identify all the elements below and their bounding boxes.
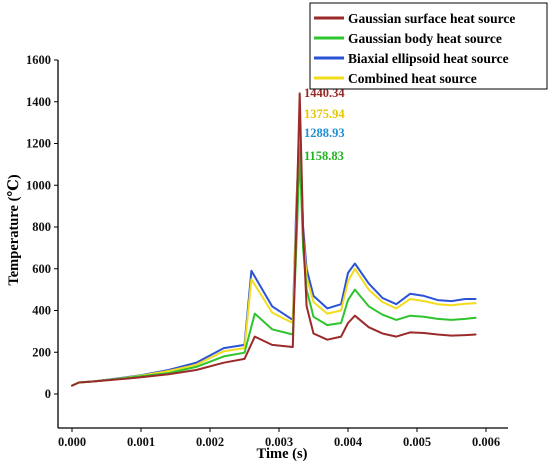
x-tick-label: 0.003: [265, 435, 293, 449]
y-tick-label: 0: [45, 387, 51, 401]
y-tick-label: 600: [32, 262, 51, 276]
legend: Gaussian surface heat source Gaussian bod…: [309, 2, 548, 90]
legend-label-1: Gaussian surface heat source: [348, 11, 515, 26]
series-layer: [71, 92, 477, 387]
legend-label-4: Combined heat source: [348, 71, 477, 86]
series-line-1: [71, 92, 477, 387]
x-axis-title: Time (s): [257, 446, 308, 462]
y-tick-label: 800: [32, 220, 51, 234]
peak-label-2: 1375.94: [304, 107, 345, 121]
x-tick-label: 0.000: [58, 435, 86, 449]
x-tick-label: 0.006: [472, 435, 500, 449]
x-tick-label: 0.004: [334, 435, 363, 449]
y-tick-label: 400: [32, 304, 51, 318]
axes: 0 200 400 600 800 1000 1200 1400 1600 0.000 0.001 0…: [26, 53, 508, 449]
series-line-4: [71, 105, 477, 387]
y-axis-title: Temperature (℃): [6, 174, 22, 285]
x-tick-label: 0.005: [403, 435, 431, 449]
peak-label-4: 1158.83: [304, 149, 344, 163]
y-tick-label: 1200: [26, 137, 51, 151]
x-tick-label: 0.001: [127, 435, 155, 449]
series-line-3: [71, 123, 477, 387]
y-tick-label: 200: [32, 345, 51, 359]
x-tick-label: 0.002: [196, 435, 224, 449]
legend-label-3: Biaxial ellipsoid heat source: [348, 51, 509, 66]
y-tick-label: 1000: [26, 178, 51, 192]
y-tick-label: 1600: [26, 53, 51, 67]
legend-box: [309, 2, 548, 90]
y-tick-label: 1400: [26, 95, 51, 109]
legend-label-2: Gaussian body heat source: [348, 31, 502, 46]
series-line-2: [71, 151, 477, 387]
peak-label-3: 1288.93: [304, 126, 345, 140]
